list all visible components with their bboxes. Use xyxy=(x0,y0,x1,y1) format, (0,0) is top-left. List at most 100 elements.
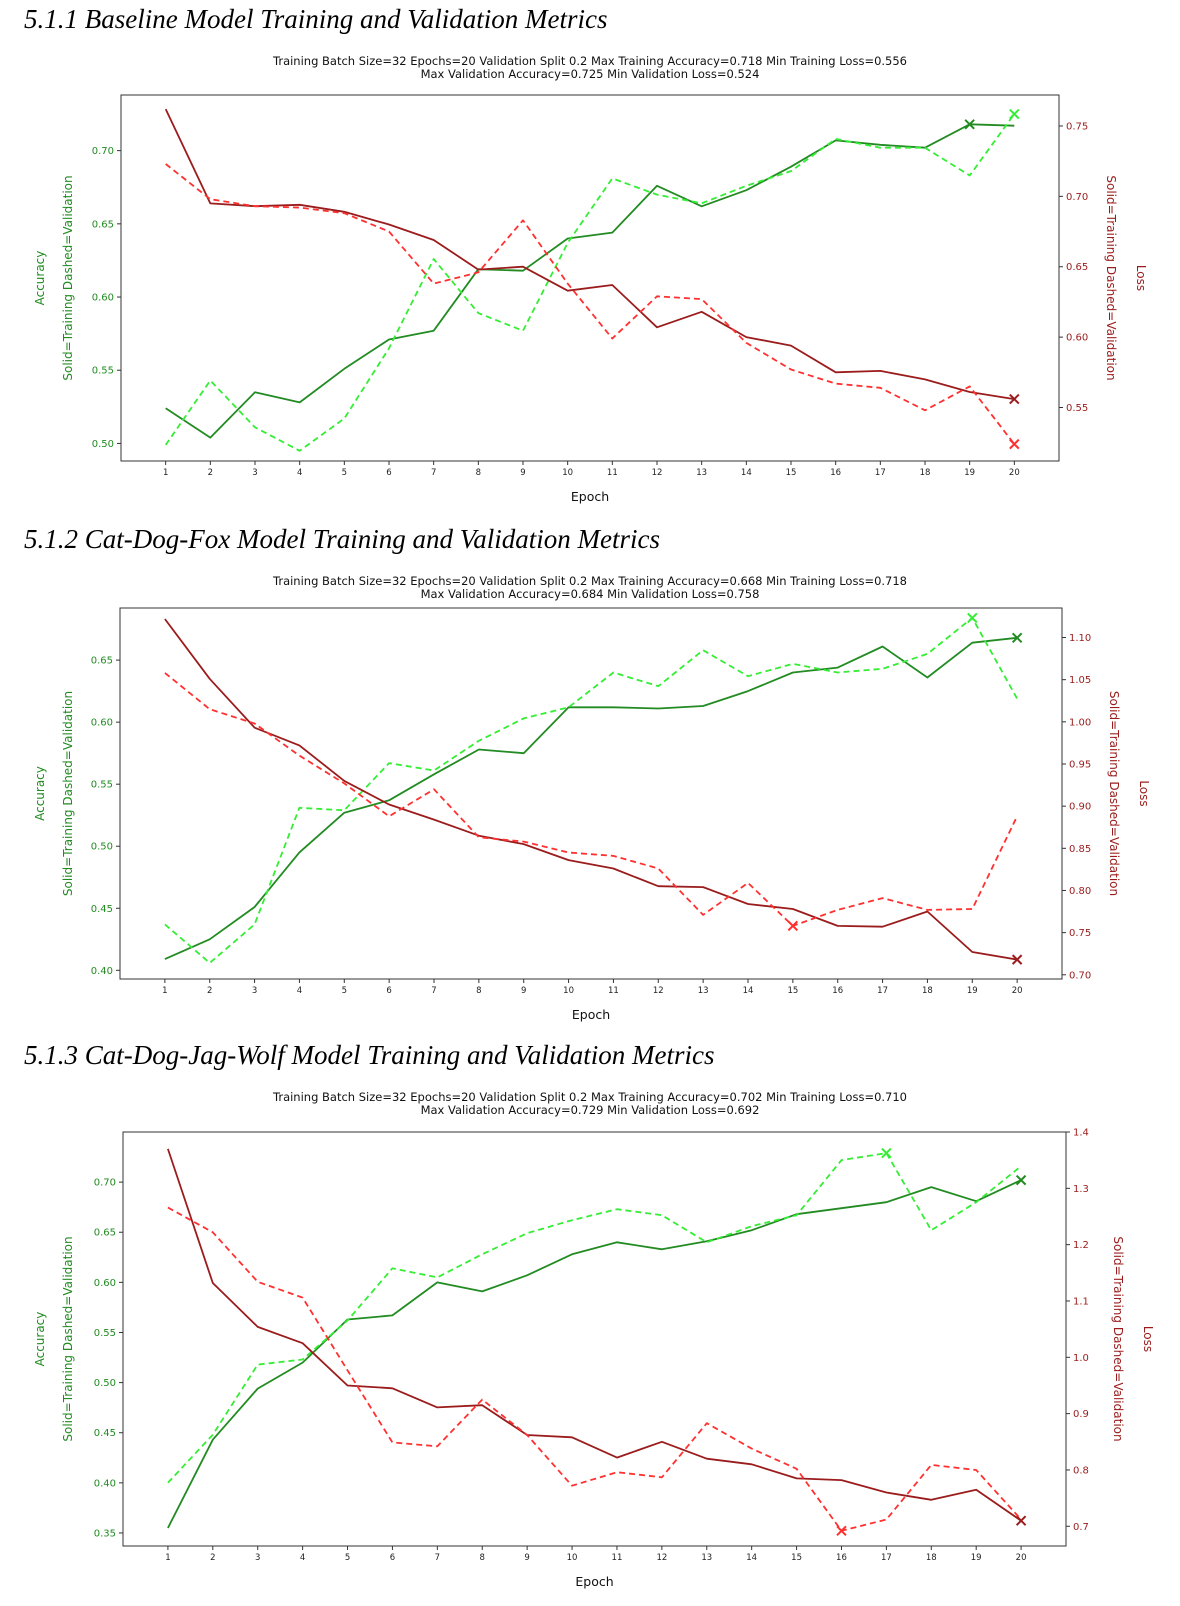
x-tick-label: 5 xyxy=(342,986,347,996)
y-right-tick-label: 1.1 xyxy=(1073,1296,1089,1307)
x-tick-label: 18 xyxy=(920,468,931,478)
x-tick-label: 6 xyxy=(386,468,391,478)
y-left-axis-label-2: Accuracy xyxy=(33,766,47,821)
x-tick-label: 9 xyxy=(520,468,525,478)
x-tick-label: 2 xyxy=(208,468,213,478)
x-tick-label: 6 xyxy=(390,1553,395,1563)
y-left-tick-label: 0.60 xyxy=(91,718,113,729)
y-right-axis-label-2: Loss xyxy=(1134,265,1148,291)
y-left-tick-label: 0.45 xyxy=(94,1428,116,1439)
series-marker-val_loss xyxy=(787,920,799,932)
x-axis-label: Epoch xyxy=(572,1007,610,1022)
x-tick-label: 19 xyxy=(967,986,978,996)
series-line-train_acc xyxy=(167,1179,1022,1529)
x-tick-label: 15 xyxy=(786,468,797,478)
series-line-val_acc xyxy=(167,1152,1022,1484)
x-tick-label: 17 xyxy=(875,468,886,478)
y-left-tick-label: 0.35 xyxy=(94,1528,116,1539)
series-marker-train_loss xyxy=(1009,393,1020,405)
x-tick-label: 19 xyxy=(964,468,975,478)
section-heading: 5.1.1 Baseline Model Training and Valida… xyxy=(24,4,608,34)
y-left-tick-label: 0.50 xyxy=(94,1378,116,1389)
y-right-tick-label: 0.8 xyxy=(1073,1465,1089,1476)
y-right-tick-label: 0.95 xyxy=(1069,759,1091,770)
x-tick-label: 7 xyxy=(435,1553,440,1563)
series-marker-val_acc xyxy=(1009,108,1020,120)
x-axis-label: Epoch xyxy=(571,489,609,504)
series-line-val_loss xyxy=(165,163,1016,445)
x-tick-label: 6 xyxy=(386,986,391,996)
x-tick-label: 2 xyxy=(210,1553,215,1563)
y-right-axis-label-2: Loss xyxy=(1137,780,1151,806)
chart-title: Training Batch Size=32 Epochs=20 Validat… xyxy=(272,54,907,68)
y-right-tick-label: 1.05 xyxy=(1069,675,1091,686)
x-tick-label: 15 xyxy=(791,1553,802,1563)
x-tick-label: 20 xyxy=(1009,468,1020,478)
y-left-axis-label: Solid=Training Dashed=Validation xyxy=(61,175,75,380)
y-right-tick-label: 0.55 xyxy=(1066,403,1088,414)
y-right-tick-label: 1.3 xyxy=(1073,1184,1089,1195)
x-tick-label: 3 xyxy=(255,1553,260,1563)
x-tick-label: 14 xyxy=(741,468,752,478)
plot-frame xyxy=(120,94,1060,462)
y-right-tick-label: 0.60 xyxy=(1066,333,1088,344)
y-right-tick-label: 1.00 xyxy=(1069,717,1091,728)
y-left-tick-label: 0.55 xyxy=(94,1328,116,1339)
y-right-tick-label: 0.9 xyxy=(1073,1409,1089,1420)
x-tick-label: 1 xyxy=(163,468,168,478)
plot-frame xyxy=(119,607,1063,980)
y-left-tick-label: 0.40 xyxy=(91,966,113,977)
x-tick-label: 12 xyxy=(653,986,664,996)
x-tick-label: 3 xyxy=(252,468,257,478)
series-marker-train_loss xyxy=(1011,954,1023,965)
x-tick-label: 2 xyxy=(207,986,212,996)
series-line-train_loss xyxy=(167,1148,1022,1522)
y-left-tick-label: 0.60 xyxy=(94,1278,116,1289)
x-tick-label: 17 xyxy=(877,986,888,996)
cat-dog-jag-wolf-metrics-chart: Training Batch Size=32 Epochs=20 Validat… xyxy=(33,1090,1155,1589)
y-left-tick-label: 0.65 xyxy=(94,1228,116,1239)
y-right-axis-label: Solid=Training Dashed=Validation xyxy=(1111,1236,1125,1441)
section-baseline: 5.1.1 Baseline Model Training and Valida… xyxy=(0,0,1180,518)
y-right-tick-label: 0.65 xyxy=(1066,262,1088,273)
y-right-tick-label: 0.75 xyxy=(1069,928,1091,939)
x-tick-label: 10 xyxy=(563,986,574,996)
y-right-tick-label: 0.80 xyxy=(1069,886,1091,897)
y-left-axis-label-2: Accuracy xyxy=(33,1312,47,1367)
x-tick-label: 8 xyxy=(476,468,481,478)
series-line-train_loss xyxy=(164,618,1018,961)
x-tick-label: 8 xyxy=(476,986,481,996)
x-tick-label: 17 xyxy=(881,1553,892,1563)
y-right-tick-label: 1.4 xyxy=(1073,1128,1089,1139)
series-marker-val_loss xyxy=(836,1525,847,1536)
x-tick-label: 19 xyxy=(971,1553,982,1563)
series-marker-val_acc xyxy=(967,612,978,624)
x-tick-label: 8 xyxy=(480,1553,485,1563)
y-left-axis-label-2: Accuracy xyxy=(33,251,47,306)
x-tick-label: 9 xyxy=(521,986,526,996)
x-tick-label: 3 xyxy=(252,986,257,996)
chart-title: Training Batch Size=32 Epochs=20 Validat… xyxy=(272,1090,907,1104)
y-left-tick-label: 0.65 xyxy=(92,219,114,230)
series-marker-val_acc xyxy=(881,1147,892,1159)
y-left-tick-label: 0.40 xyxy=(94,1478,116,1489)
series-marker-val_loss xyxy=(1009,438,1020,450)
x-tick-label: 16 xyxy=(832,986,843,996)
chart-title: Training Batch Size=32 Epochs=20 Validat… xyxy=(272,574,907,588)
x-tick-label: 20 xyxy=(1012,986,1023,996)
plot-frame xyxy=(122,1131,1067,1547)
x-tick-label: 4 xyxy=(297,468,302,478)
series-marker-train_acc xyxy=(1011,632,1023,643)
x-tick-label: 18 xyxy=(926,1553,937,1563)
x-tick-label: 7 xyxy=(431,468,436,478)
x-tick-label: 13 xyxy=(698,986,709,996)
x-tick-label: 4 xyxy=(300,1553,305,1563)
y-right-tick-label: 1.2 xyxy=(1073,1240,1089,1251)
series-line-train_acc xyxy=(164,636,1018,960)
x-tick-label: 10 xyxy=(562,468,573,478)
x-tick-label: 11 xyxy=(607,468,618,478)
section-heading: 5.1.3 Cat-Dog-Jag-Wolf Model Training an… xyxy=(24,1040,715,1070)
x-tick-label: 14 xyxy=(743,986,754,996)
y-right-axis-label: Solid=Training Dashed=Validation xyxy=(1104,175,1118,380)
x-tick-label: 10 xyxy=(567,1553,578,1563)
